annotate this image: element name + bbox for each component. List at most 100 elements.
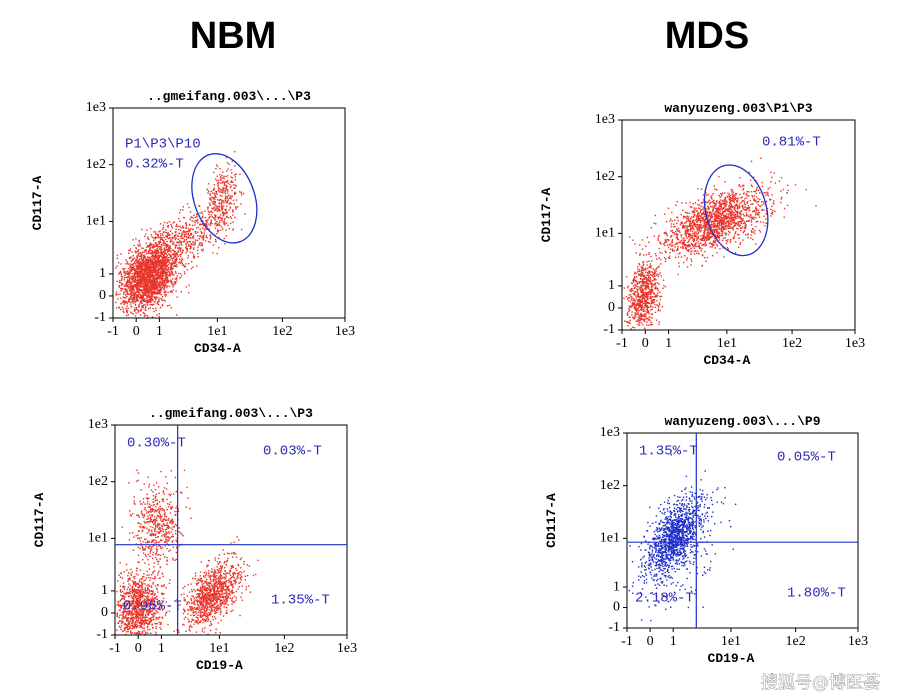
event-dot — [213, 189, 215, 191]
event-dot — [170, 265, 172, 268]
event-dot — [713, 225, 716, 227]
event-dot — [650, 266, 652, 269]
event-dot — [214, 227, 217, 229]
event-dot — [722, 213, 724, 215]
event-dot — [145, 292, 147, 294]
event-dot — [132, 258, 134, 261]
event-dot — [650, 286, 653, 288]
event-dot — [686, 241, 689, 244]
event-dot — [141, 269, 143, 271]
event-dot — [158, 262, 161, 265]
event-dot — [145, 294, 147, 296]
event-dot — [137, 309, 139, 311]
event-dot — [763, 203, 765, 205]
event-dot — [709, 233, 712, 235]
event-dot — [232, 214, 234, 216]
event-dot — [201, 212, 204, 215]
event-dot — [701, 208, 703, 211]
event-dot — [696, 210, 698, 212]
event-dot — [130, 292, 133, 294]
event-dot — [761, 208, 763, 211]
event-dot — [736, 210, 738, 213]
event-dot — [137, 268, 140, 271]
event-dot — [119, 270, 122, 273]
event-dot — [132, 272, 134, 275]
event-dot — [131, 298, 133, 301]
event-dot — [157, 289, 159, 291]
event-dot — [719, 192, 722, 195]
event-dot — [634, 316, 637, 318]
event-dot — [690, 237, 692, 239]
event-dot — [212, 202, 214, 205]
event-dot — [650, 293, 652, 295]
event-dot — [219, 229, 222, 231]
event-dot — [126, 310, 129, 312]
event-dot — [144, 261, 146, 264]
event-dot — [155, 307, 157, 309]
event-dot — [696, 224, 699, 226]
event-dot — [154, 237, 156, 239]
event-dot — [122, 269, 125, 271]
event-dot — [668, 244, 671, 246]
event-dot — [689, 223, 691, 225]
event-dot — [227, 188, 229, 191]
event-dot — [213, 203, 215, 205]
event-dot — [192, 242, 195, 244]
event-dot — [147, 284, 149, 286]
event-dot — [653, 269, 656, 271]
event-dot — [670, 245, 672, 247]
event-dot — [703, 238, 705, 240]
event-dot — [150, 253, 152, 255]
event-dot — [140, 255, 142, 257]
event-dot — [169, 240, 171, 242]
event-dot — [144, 267, 147, 269]
event-dot — [230, 181, 232, 183]
event-dot — [727, 223, 730, 225]
event-dot — [714, 220, 716, 222]
event-dot — [642, 283, 645, 286]
event-dot — [165, 235, 167, 238]
event-dot — [145, 276, 147, 279]
event-dot — [160, 254, 162, 256]
event-dot — [638, 303, 640, 305]
event-dot — [721, 232, 724, 234]
event-dot — [130, 283, 132, 285]
event-dot — [156, 291, 158, 293]
event-dot — [161, 263, 163, 266]
event-dot — [152, 271, 154, 274]
event-dot — [634, 280, 636, 282]
event-dot — [704, 224, 706, 226]
event-dot — [723, 228, 725, 230]
event-dot — [149, 276, 152, 278]
event-dot — [131, 263, 133, 265]
event-dot — [149, 279, 152, 281]
event-dot — [159, 265, 162, 267]
event-dot — [642, 254, 645, 256]
event-dot — [659, 272, 661, 274]
event-dot — [759, 192, 761, 194]
event-dot — [153, 296, 156, 298]
event-dot — [671, 230, 673, 232]
event-dot — [146, 276, 149, 278]
event-dot — [166, 272, 168, 274]
event-dot — [165, 272, 167, 274]
event-dot — [164, 249, 166, 252]
event-dot — [179, 255, 182, 258]
event-dot — [733, 220, 735, 222]
event-dot — [705, 201, 707, 203]
event-dot — [646, 304, 649, 307]
event-dot — [162, 224, 165, 227]
event-dot — [235, 199, 238, 201]
event-dot — [708, 238, 710, 241]
event-dot — [156, 260, 158, 263]
event-dot — [161, 248, 163, 251]
event-dot — [740, 221, 742, 224]
event-dot — [658, 283, 660, 285]
event-dot — [759, 205, 761, 208]
event-dot — [115, 301, 117, 304]
event-dot — [143, 265, 146, 267]
event-dot — [646, 305, 648, 308]
event-dot — [706, 232, 709, 234]
event-dot — [149, 285, 151, 287]
event-dot — [158, 285, 160, 287]
